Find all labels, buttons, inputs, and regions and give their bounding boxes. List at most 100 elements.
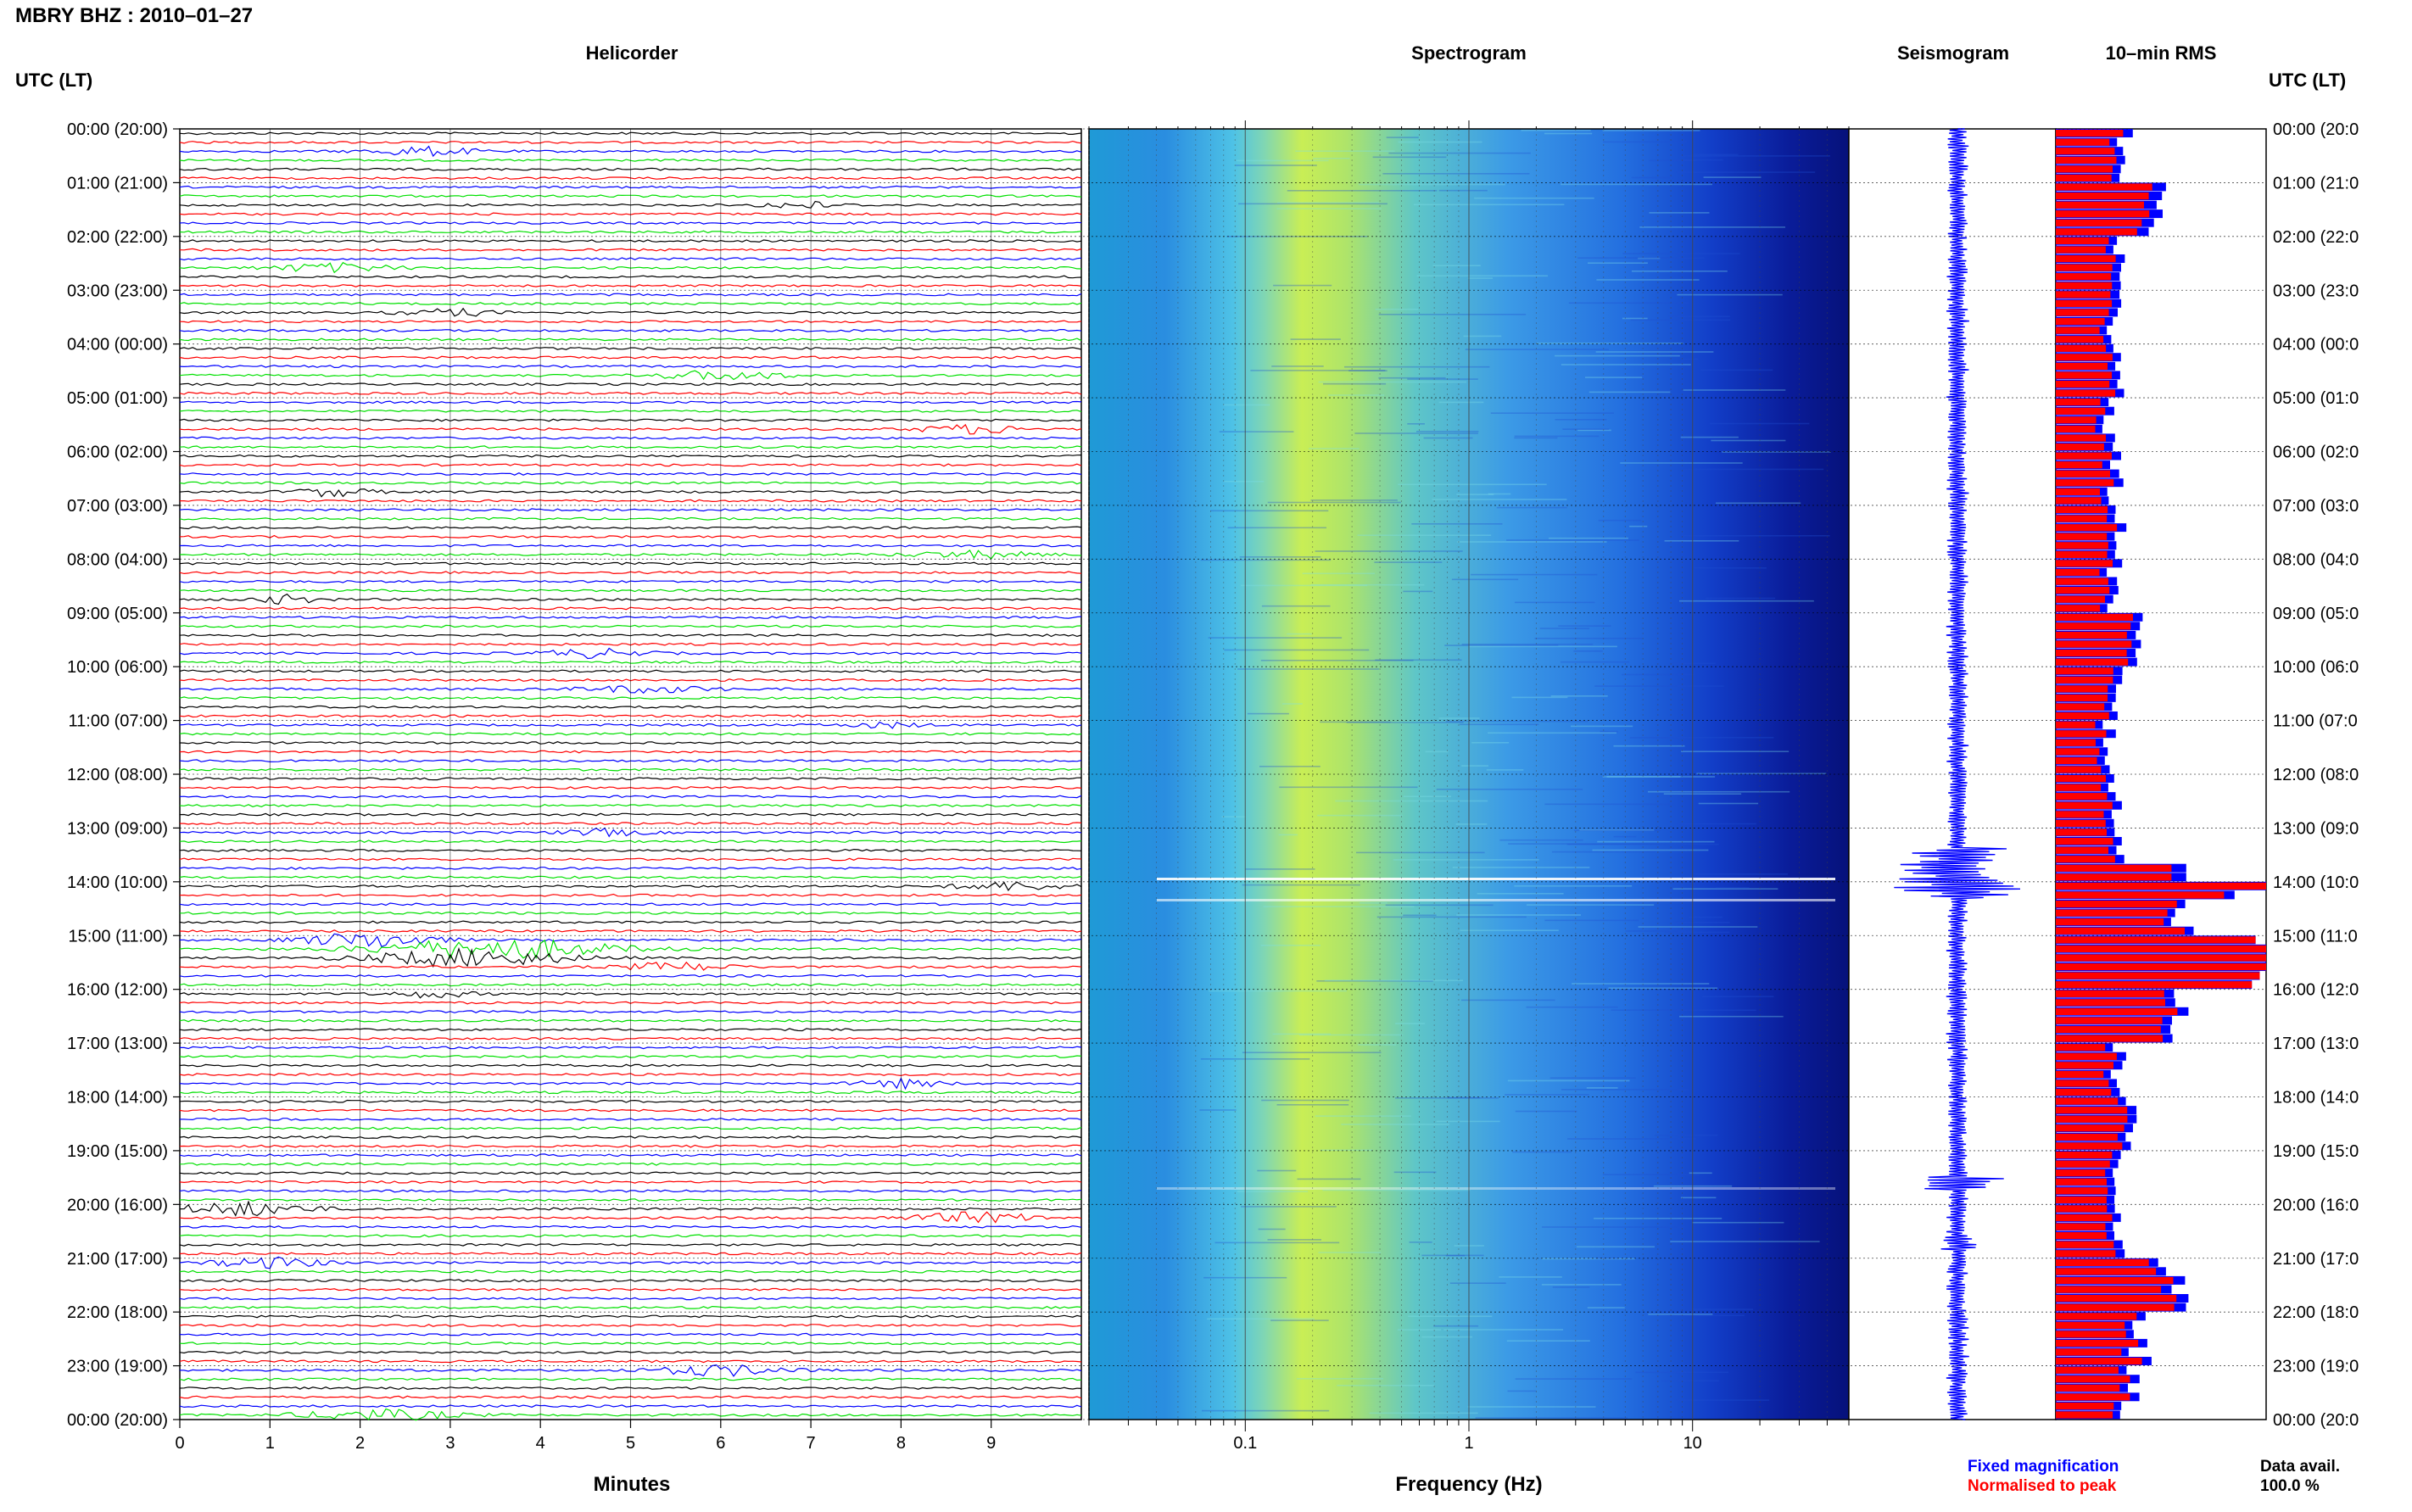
left-hour-label: 10:00 (06:00) (67, 658, 168, 677)
spectrogram-streak (1680, 1197, 1717, 1199)
spectrogram-streak (1629, 737, 1774, 739)
spectrogram-streak (1223, 404, 1270, 406)
spectrogram-streak (1461, 999, 1555, 1001)
spectrogram-streak (1511, 696, 1568, 699)
spectrogram-streak (1496, 506, 1567, 509)
minute-tick-label: 0 (175, 1434, 184, 1453)
spectrogram-streak (1587, 1307, 1625, 1308)
rms-bar-normalised (2056, 1107, 2128, 1114)
spectrogram-streak (1310, 583, 1425, 586)
right-hour-label: 23:00 (19:0 (2273, 1358, 2359, 1376)
spectrogram-streak (1346, 722, 1464, 723)
left-hour-label: 00:00 (20:00) (67, 120, 168, 139)
rms-bar-normalised (2056, 838, 2113, 845)
right-hour-label: 05:00 (01:0 (2273, 389, 2359, 408)
rms-bar-normalised (2056, 291, 2111, 298)
rms-bar-normalised (2056, 1241, 2114, 1248)
spectrogram-streak (1608, 987, 1718, 989)
rms-bar-normalised (2056, 533, 2108, 540)
rms-bar-normalised (2056, 1331, 2126, 1338)
rms-bar-normalised (2056, 497, 2102, 505)
spectrogram-streak (1561, 183, 1712, 186)
right-hour-label: 00:00 (20:0 (2273, 1411, 2359, 1430)
spectrogram-streak (1613, 745, 1685, 747)
spectrogram-streak (1536, 343, 1683, 344)
spectrogram-streak (1716, 887, 1750, 889)
spectrogram-streak (1477, 893, 1564, 895)
frequency-axis-label: Frequency (Hz) (1395, 1473, 1542, 1496)
rms-bar-normalised (2056, 918, 2164, 926)
spectrogram-streak (1677, 293, 1783, 296)
spectrogram-streak (1299, 1034, 1404, 1036)
right-hour-label: 10:00 (06:0 (2273, 658, 2359, 677)
spectrogram-streak (1209, 990, 1347, 992)
spectrogram-streak (1679, 1015, 1784, 1018)
spectrogram-streak (1549, 537, 1628, 539)
spectrogram-streak (1224, 481, 1265, 483)
spectrogram-streak (1207, 1318, 1315, 1320)
left-hour-label: 17:00 (13:00) (67, 1035, 168, 1053)
spectrogram-streak (1631, 176, 1674, 179)
right-hour-label: 12:00 (08:0 (2273, 766, 2359, 784)
spectrogram-streak (1629, 525, 1648, 527)
spectrogram-streak (1376, 916, 1527, 918)
spectrogram-streak (1691, 873, 1788, 875)
spectrogram-streak (1408, 1315, 1493, 1317)
rms-bar-normalised (2056, 1052, 2117, 1060)
spectrogram-streak (1693, 567, 1767, 569)
spectrogram-streak (1398, 483, 1547, 486)
spectrogram-streak (1676, 171, 1816, 173)
rms-bar-normalised (2056, 1321, 2125, 1329)
spectrogram-streak (1416, 431, 1479, 432)
spectrogram-streak (1488, 493, 1511, 495)
rms-bar-normalised (2056, 299, 2113, 307)
spectrogram-streak (1297, 1178, 1361, 1180)
spectrogram-event-line (1157, 1187, 1835, 1190)
left-hour-label: 03:00 (23:00) (67, 282, 168, 300)
spectrogram-streak (1272, 1033, 1332, 1035)
rms-bar-normalised (2056, 1339, 2139, 1347)
spectrogram-streak (1632, 271, 1728, 272)
rms-bar-normalised (2056, 1295, 2177, 1303)
rms-bar-normalised (2056, 1080, 2109, 1087)
rms-bar-normalised (2056, 1375, 2130, 1383)
spectrogram-streak (1257, 1169, 1297, 1172)
rms-bar-normalised (2056, 399, 2101, 406)
rms-bar-normalised (2056, 819, 2106, 827)
spectrogram-streak (1267, 501, 1401, 504)
spectrogram-streak (1664, 540, 1739, 542)
right-hour-label: 19:00 (15:0 (2273, 1142, 2359, 1161)
spectrogram-streak (1451, 578, 1519, 581)
spectrogram-streak (1238, 203, 1387, 205)
spectrogram-streak (1278, 834, 1298, 836)
spectrogram-streak (1677, 823, 1756, 825)
spectrogram-streak (1438, 189, 1488, 192)
left-hour-label: 15:00 (11:00) (69, 927, 169, 946)
spectrogram-streak (1279, 786, 1418, 789)
rms-bar-normalised (2056, 148, 2115, 155)
spectrogram-streak (1471, 742, 1510, 744)
right-hour-label: 08:00 (04:0 (2273, 550, 2359, 569)
right-hour-label: 22:00 (18:0 (2273, 1303, 2359, 1322)
spectrogram-streak (1572, 983, 1710, 985)
rms-bar-normalised (2056, 694, 2108, 702)
rms-bar-normalised (2056, 1411, 2113, 1419)
spectrogram-streak (1247, 712, 1289, 715)
rms-bar-normalised (2056, 1160, 2110, 1168)
spectrogram-streak (1295, 150, 1395, 152)
spectrogram-streak (1648, 1314, 1713, 1315)
spectrogram-streak (1507, 1080, 1630, 1082)
spectrogram-streak (1260, 945, 1320, 946)
spectrogram-streak (1506, 539, 1639, 541)
spectrogram-streak (1648, 790, 1790, 793)
spectrogram-streak (1561, 364, 1691, 365)
legend-fixed-magnification: Fixed magnification (1968, 1458, 2119, 1476)
rms-bar-normalised (2056, 1348, 2122, 1356)
spectrogram-streak (1514, 435, 1600, 438)
rms-bar-normalised (2056, 1035, 2164, 1042)
rms-bar-normalised (2056, 1223, 2106, 1230)
spectrogram-streak (1378, 377, 1446, 379)
spectrogram-streak (1313, 158, 1350, 159)
spectrogram-streak (1348, 370, 1387, 371)
